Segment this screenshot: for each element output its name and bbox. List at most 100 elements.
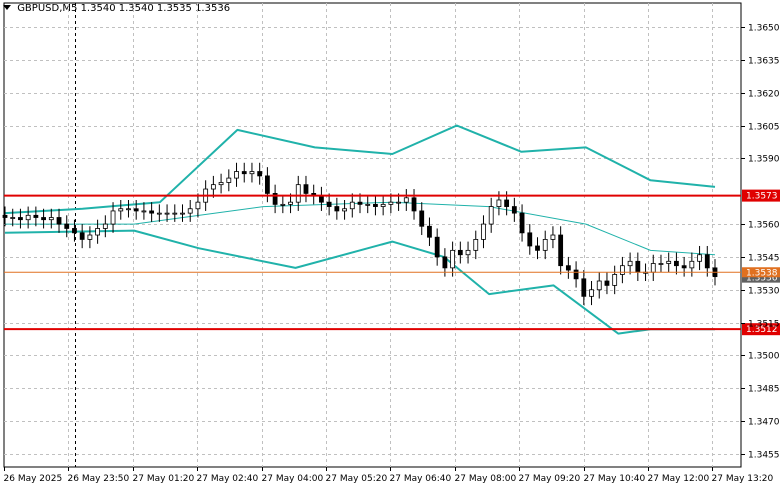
x-tick-label: 27 May 05:20 (326, 474, 388, 484)
y-tick-label: 1.3605 (748, 123, 780, 133)
candle-body (619, 265, 625, 275)
bid-badge (742, 267, 780, 278)
candle-body (180, 212, 185, 215)
y-tick-label: 1.3620 (748, 90, 780, 100)
candle-body (388, 201, 394, 205)
candle-body (519, 212, 525, 234)
candle-body (102, 223, 108, 229)
symbol-label: GBPUSD,M5 (17, 3, 78, 14)
bollinger-bands (4, 124, 716, 335)
candle-body (10, 217, 16, 219)
candle-body (241, 171, 247, 175)
candle-body (218, 182, 224, 186)
bid-badge-label: 1.3538 (746, 268, 778, 278)
candle-body (681, 265, 687, 269)
candle-body (504, 199, 510, 207)
candle-body (550, 234, 556, 240)
candle-body (95, 228, 101, 236)
candle-body (110, 210, 116, 225)
plot-frame (3, 2, 742, 468)
y-tick-label: 1.3560 (748, 221, 780, 231)
candle-body (581, 278, 587, 297)
resistance-badge (742, 189, 780, 202)
candle-body (249, 171, 255, 175)
candle-body (257, 171, 263, 177)
candle-body (535, 245, 540, 251)
y-tick-label: 1.3530 (748, 287, 780, 297)
y-tick-label: 1.3485 (748, 385, 780, 395)
candle-body (187, 208, 193, 214)
candle-body (612, 274, 618, 286)
chart-grid (3, 2, 742, 468)
candle-body (650, 263, 656, 273)
candle-body (427, 225, 432, 238)
candle-body (210, 184, 216, 190)
candle-body (87, 234, 93, 240)
y-tick-label: 1.3500 (748, 352, 780, 362)
candle-body (141, 210, 147, 213)
candle-body (156, 212, 162, 215)
bollinger-upper-band (4, 124, 716, 215)
y-tick-label: 1.3545 (748, 254, 780, 264)
candle-body (326, 201, 332, 207)
candle-body (565, 265, 571, 271)
y-tick-label: 1.3470 (748, 418, 780, 428)
candle-body (411, 197, 417, 212)
candle-body (365, 203, 371, 206)
candle-body (635, 260, 641, 273)
candle-body (172, 212, 178, 215)
candle-body (674, 260, 679, 267)
y-tick-label: 1.3590 (748, 155, 780, 165)
candle-body (41, 217, 46, 221)
candle-body (465, 249, 471, 256)
candle-body (149, 210, 155, 214)
candle-body (342, 208, 347, 212)
candle-body (264, 175, 270, 194)
candle-body (596, 280, 602, 291)
support-badge (742, 323, 780, 336)
candle-body (558, 234, 564, 267)
dropdown-arrow-icon[interactable] (3, 5, 11, 10)
candle-body (72, 228, 77, 234)
candle-body (481, 223, 486, 240)
candle-body (272, 193, 278, 205)
y-tick-label: 1.3635 (748, 57, 780, 67)
candle-body (627, 260, 633, 267)
support-badge-label: 1.3512 (746, 325, 778, 335)
candle-body (419, 210, 425, 227)
candle-body (18, 217, 23, 221)
time-axis: 26 May 2025 26 May 23:50 27 May 01:20 27 Ma… (4, 467, 774, 484)
candle-body (79, 232, 85, 240)
x-tick-label: 27 May 09:20 (519, 474, 581, 484)
x-tick-label: 26 May 2025 (4, 474, 63, 484)
candle-body (64, 223, 70, 229)
candle-body (280, 203, 286, 206)
candle-body (126, 208, 131, 211)
candle-body (33, 214, 39, 218)
x-tick-label: 27 May 13:20 (712, 474, 774, 484)
x-tick-label: 27 May 08:00 (455, 474, 517, 484)
candle-body (658, 263, 664, 265)
x-tick-label: 27 May 01:20 (133, 474, 195, 484)
candle-body (488, 206, 494, 225)
candle-body (234, 171, 239, 179)
candle-body (442, 256, 448, 269)
candle-body (373, 203, 378, 207)
candle-body (303, 184, 309, 194)
ohlc-values: 1.3540 1.3540 1.3535 1.3536 (80, 3, 231, 14)
current-price-label: 1.3536 (746, 274, 778, 284)
candle-body (2, 214, 8, 218)
candle-body (697, 254, 702, 262)
y-tick-label: 1.3515 (748, 320, 780, 330)
candle-body (133, 208, 139, 212)
resistance-badge-label: 1.3573 (746, 192, 778, 202)
candle-body (118, 208, 124, 212)
candle-body (349, 201, 355, 210)
candle-body (457, 249, 463, 256)
candle-body (434, 236, 440, 258)
candle-body (295, 184, 301, 203)
candle-body (589, 289, 594, 297)
x-tick-label: 27 May 10:40 (584, 474, 646, 484)
candle-body (380, 203, 386, 207)
